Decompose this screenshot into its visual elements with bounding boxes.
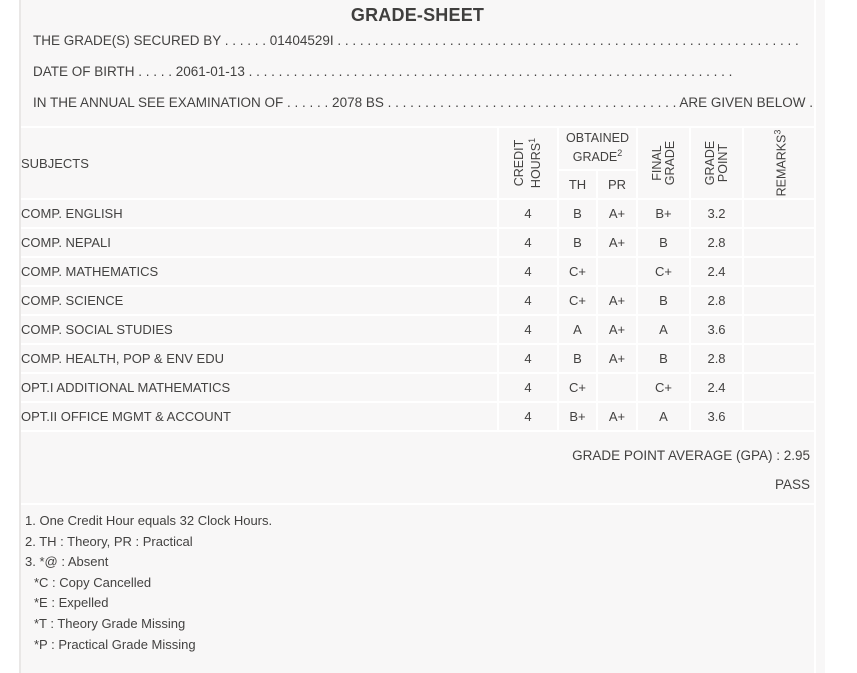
credit-hours-rotated-label: CREDIT HOURS1 [511,137,544,189]
subject-cell: COMP. SOCIAL STUDIES [21,314,499,345]
final-grade-cell: C+ [636,256,692,287]
grade-point-cell: 3.2 [689,198,745,229]
final-grade-cell: B [636,227,692,258]
column-header-grade-point: GRADE POINT [689,126,745,200]
pr-grade-cell: A+ [595,198,639,229]
column-header-th: TH [558,169,598,200]
grade-point-cell: 2.4 [689,372,745,403]
subject-cell: OPT.I ADDITIONAL MATHEMATICS [21,372,499,403]
final-grade-cell: B [636,343,692,374]
remarks-cell [742,401,817,432]
result-status: PASS [774,477,810,492]
grade-point-cell: 2.4 [689,256,745,287]
pr-grade-cell [595,256,639,287]
pr-grade-cell [595,372,639,403]
credit-cell: 4 [497,227,559,258]
footnote-th-pr: 2. TH : Theory, PR : Practical [25,533,193,549]
footnote-theory-grade-missing: *T : Theory Grade Missing [34,615,186,631]
column-header-remarks: REMARKS3 [742,126,817,200]
remarks-cell [742,198,817,229]
final-grade-rotated-label: FINAL GRADE [649,140,677,186]
th-grade-cell: A [557,314,598,345]
remarks-cell [742,227,817,258]
table-row: COMP. SCIENCE 4 C+ A+ B 2.8 [21,285,817,316]
remarks-cell [742,314,817,345]
footnote-copy-cancelled: *C : Copy Cancelled [34,574,152,590]
info-line-date-of-birth: DATE OF BIRTH . . . . . 2061-01-13 . . .… [33,64,733,79]
grade-point-cell: 2.8 [689,227,745,258]
page-title: GRADE-SHEET [350,5,485,25]
grade-sheet-panel: GRADE-SHEET THE GRADE(S) SECURED BY . . … [19,0,825,673]
grade-table: SUBJECTS CREDIT HOURS1 OBTAINED GRADE2 FIN… [21,126,817,432]
remarks-cell [742,256,817,287]
remarks-cell [742,285,817,316]
subject-cell: COMP. ENGLISH [21,198,499,229]
credit-cell: 4 [497,372,559,403]
credit-cell: 4 [497,198,559,229]
subject-cell: COMP. HEALTH, POP & ENV EDU [21,343,499,374]
grade-point-rotated-label: GRADE POINT [702,140,730,186]
column-header-final-grade: FINAL GRADE [636,126,692,200]
pr-grade-cell: A+ [595,227,639,258]
th-grade-cell: C+ [557,256,598,287]
gpa-summary: GRADE POINT AVERAGE (GPA) : 2.95 [572,448,810,463]
remarks-cell [742,343,817,374]
table-row: OPT.II OFFICE MGMT & ACCOUNT 4 B+ A+ A 3… [21,401,817,432]
final-grade-cell: B [636,285,692,316]
grade-point-cell: 2.8 [689,343,745,374]
pr-grade-cell: A+ [595,343,639,374]
final-grade-cell: A [636,401,692,432]
table-row: COMP. NEPALI 4 B A+ B 2.8 [21,227,817,258]
pr-grade-cell: A+ [595,314,639,345]
credit-cell: 4 [497,401,559,432]
table-row: COMP. MATHEMATICS 4 C+ C+ 2.4 [21,256,817,287]
section-divider [21,503,816,505]
credit-cell: 4 [497,256,559,287]
footnote-absent: 3. *@ : Absent [25,554,109,570]
subject-cell: OPT.II OFFICE MGMT & ACCOUNT [21,401,499,432]
remarks-cell [742,372,817,403]
info-line-grades-secured-by: THE GRADE(S) SECURED BY . . . . . . 0140… [33,33,799,48]
remarks-rotated-label: REMARKS3 [772,129,789,197]
th-grade-cell: B [557,227,598,258]
footnote-credit-hour: 1. One Credit Hour equals 32 Clock Hours… [25,513,273,528]
pr-grade-cell: A+ [595,285,639,316]
footnotes-section: 1. One Credit Hour equals 32 Clock Hours… [21,511,814,655]
table-row: COMP. SOCIAL STUDIES 4 A A+ A 3.6 [21,314,817,345]
th-grade-cell: B [557,343,598,374]
column-header-subjects: SUBJECTS [21,126,499,200]
credit-cell: 4 [497,343,559,374]
column-header-pr: PR [595,169,638,200]
grade-point-cell: 3.6 [689,401,745,432]
subject-cell: COMP. MATHEMATICS [21,256,499,287]
info-line-examination-year: IN THE ANNUAL SEE EXAMINATION OF . . . .… [33,95,814,110]
obtained-grade-label: OBTAINED GRADE2 [566,131,629,165]
final-grade-cell: B+ [636,198,692,229]
th-grade-cell: B [557,198,598,229]
final-grade-cell: A [636,314,692,345]
th-grade-cell: C+ [557,372,598,403]
final-grade-cell: C+ [636,372,692,403]
footnote-expelled: *E : Expelled [34,595,109,611]
column-header-obtained-grade: OBTAINED GRADE2 [556,126,639,171]
table-row: COMP. ENGLISH 4 B A+ B+ 3.2 [21,198,817,229]
grade-sheet-content: GRADE-SHEET THE GRADE(S) SECURED BY . . … [21,0,817,673]
th-grade-cell: C+ [557,285,598,316]
th-grade-cell: B+ [557,401,598,432]
subject-cell: COMP. SCIENCE [21,285,499,316]
table-row: OPT.I ADDITIONAL MATHEMATICS 4 C+ C+ 2.4 [21,372,817,403]
student-info-section: THE GRADE(S) SECURED BY . . . . . . 0140… [21,33,814,111]
credit-cell: 4 [497,285,559,316]
subject-cell: COMP. NEPALI [21,227,499,258]
table-row: COMP. HEALTH, POP & ENV EDU 4 B A+ B 2.8 [21,343,817,374]
pr-grade-cell: A+ [595,401,639,432]
credit-cell: 4 [497,314,559,345]
grade-point-cell: 2.8 [689,285,745,316]
grade-point-cell: 3.6 [689,314,745,345]
column-header-credit-hours: CREDIT HOURS1 [497,126,559,200]
footnote-practical-grade-missing: *P : Practical Grade Missing [34,636,196,652]
